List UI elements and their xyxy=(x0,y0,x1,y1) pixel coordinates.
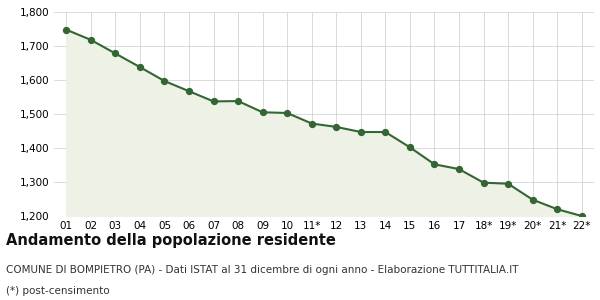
Text: Andamento della popolazione residente: Andamento della popolazione residente xyxy=(6,232,336,247)
Point xyxy=(577,214,587,218)
Text: COMUNE DI BOMPIETRO (PA) - Dati ISTAT al 31 dicembre di ogni anno - Elaborazione: COMUNE DI BOMPIETRO (PA) - Dati ISTAT al… xyxy=(6,265,518,275)
Point xyxy=(454,167,464,172)
Point xyxy=(380,130,390,134)
Point xyxy=(110,51,120,56)
Point xyxy=(61,27,71,32)
Point xyxy=(258,110,268,115)
Point xyxy=(503,181,513,186)
Point xyxy=(553,207,562,212)
Point xyxy=(479,180,488,185)
Point xyxy=(356,130,365,134)
Point xyxy=(184,89,194,94)
Point xyxy=(528,197,538,202)
Point xyxy=(160,79,169,83)
Point xyxy=(405,145,415,150)
Text: (*) post-censimento: (*) post-censimento xyxy=(6,286,110,296)
Point xyxy=(331,124,341,129)
Point xyxy=(233,99,243,103)
Point xyxy=(209,99,218,104)
Point xyxy=(283,111,292,116)
Point xyxy=(135,65,145,70)
Point xyxy=(307,121,317,126)
Point xyxy=(430,162,439,167)
Point xyxy=(86,38,95,42)
